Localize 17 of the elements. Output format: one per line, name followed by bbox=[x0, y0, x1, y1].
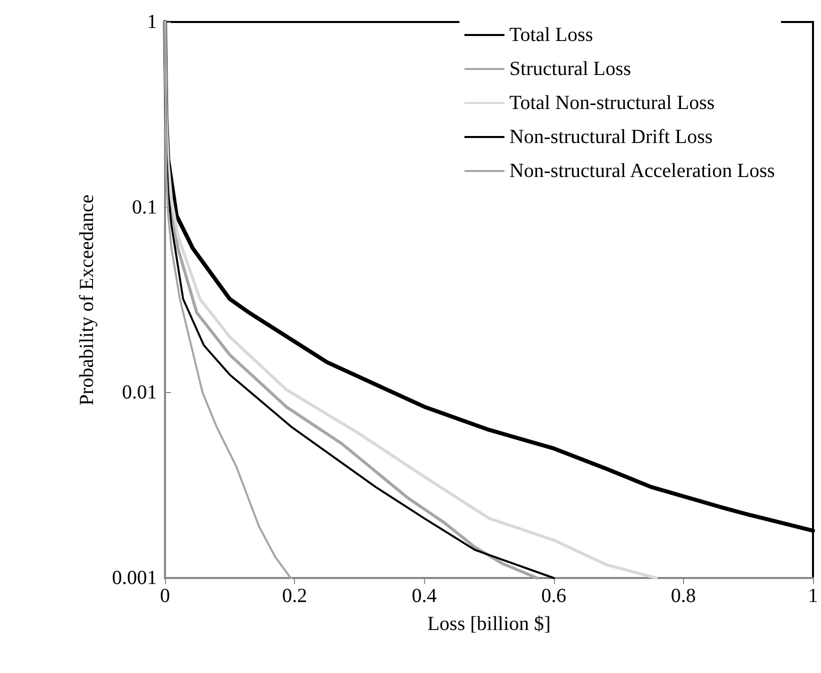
x-axis-title: Loss [billion $] bbox=[427, 613, 551, 635]
legend-label: Total Loss bbox=[509, 24, 594, 46]
x-tick-label: 0.4 bbox=[412, 585, 437, 607]
x-tick-label: 0.6 bbox=[541, 585, 566, 607]
y-tick-label: 0.1 bbox=[132, 196, 157, 218]
x-tick-label: 0 bbox=[160, 585, 170, 607]
legend-label: Structural Loss bbox=[509, 58, 632, 80]
x-tick-label: 1 bbox=[808, 585, 818, 607]
legend-label: Total Non-structural Loss bbox=[509, 92, 715, 114]
legend-label: Non-structural Acceleration Loss bbox=[509, 160, 776, 182]
y-axis-title: Probability of Exceedance bbox=[76, 194, 98, 406]
y-tick-label: 0.001 bbox=[112, 567, 157, 589]
legend-label: Non-structural Drift Loss bbox=[509, 126, 713, 148]
x-tick-label: 0.2 bbox=[282, 585, 308, 607]
y-tick-label: 0.01 bbox=[122, 382, 157, 404]
y-tick-label: 1 bbox=[147, 11, 157, 33]
x-tick-label: 0.8 bbox=[670, 585, 696, 607]
